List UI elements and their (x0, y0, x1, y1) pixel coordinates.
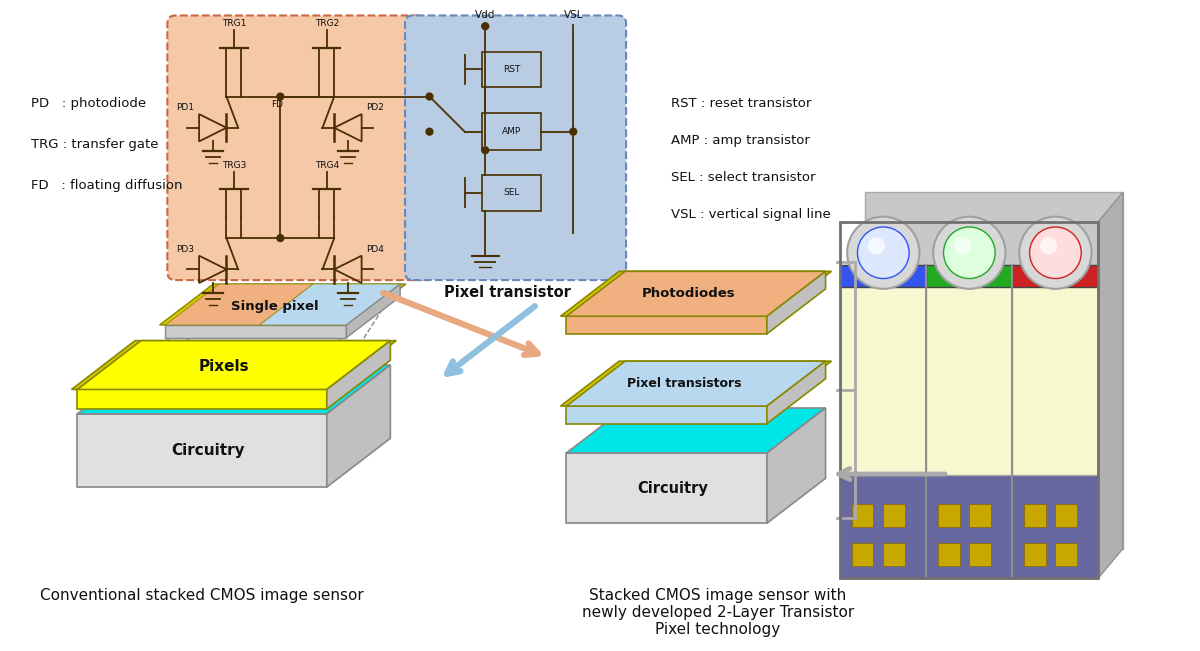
Polygon shape (77, 365, 390, 414)
Text: Circuitry: Circuitry (637, 480, 708, 495)
Bar (970, 543, 991, 566)
Text: PD4: PD4 (366, 245, 384, 254)
Bar (926, 266, 1013, 475)
Text: Circuitry: Circuitry (172, 443, 245, 458)
Bar (883, 543, 905, 566)
Polygon shape (767, 408, 826, 523)
Bar (482, 113, 541, 150)
Bar (926, 266, 1013, 287)
Polygon shape (566, 316, 767, 334)
Text: Pixels: Pixels (199, 359, 250, 374)
Bar (938, 504, 960, 527)
Polygon shape (560, 361, 832, 406)
Text: PD2: PD2 (366, 103, 384, 112)
Circle shape (277, 235, 283, 242)
Polygon shape (347, 284, 400, 338)
Bar (926, 475, 1013, 578)
Polygon shape (77, 340, 390, 389)
Bar (1024, 543, 1045, 566)
Polygon shape (166, 325, 347, 338)
Polygon shape (566, 453, 767, 523)
Polygon shape (77, 389, 326, 409)
Polygon shape (566, 408, 826, 453)
Circle shape (426, 93, 433, 100)
Bar (1013, 266, 1098, 475)
Bar (482, 174, 541, 211)
Bar (938, 543, 960, 566)
Polygon shape (767, 271, 826, 334)
Polygon shape (259, 284, 400, 325)
Polygon shape (160, 284, 406, 325)
Text: Pixel transistor: Pixel transistor (444, 285, 571, 300)
Circle shape (954, 237, 971, 255)
FancyBboxPatch shape (167, 16, 427, 280)
Text: SEL : select transistor: SEL : select transistor (671, 171, 816, 184)
Polygon shape (566, 406, 767, 424)
Circle shape (868, 237, 886, 255)
Polygon shape (865, 192, 1123, 549)
Text: FD: FD (271, 100, 283, 109)
Circle shape (482, 23, 488, 30)
Circle shape (482, 147, 488, 154)
Text: AMP: AMP (502, 127, 521, 136)
FancyBboxPatch shape (406, 16, 626, 280)
Polygon shape (767, 361, 826, 424)
Circle shape (426, 128, 433, 135)
Text: TRG4: TRG4 (314, 161, 338, 170)
Bar (852, 543, 874, 566)
Polygon shape (326, 365, 390, 487)
Text: PD   : photodiode: PD : photodiode (31, 96, 146, 109)
Text: TRG2: TRG2 (314, 19, 338, 28)
Text: RST : reset transistor: RST : reset transistor (671, 96, 811, 109)
Text: PD3: PD3 (176, 245, 194, 254)
Polygon shape (166, 284, 313, 325)
Polygon shape (1098, 192, 1123, 578)
Text: Vdd: Vdd (475, 10, 496, 20)
Text: Photodiode: Photodiode (245, 285, 340, 300)
Text: TRG3: TRG3 (222, 161, 246, 170)
Circle shape (1030, 227, 1081, 279)
Text: PD1: PD1 (176, 103, 194, 112)
Polygon shape (72, 340, 396, 389)
Circle shape (1019, 217, 1092, 289)
Text: AMP : amp transistor: AMP : amp transistor (671, 133, 810, 146)
Circle shape (847, 217, 919, 289)
Bar (1056, 543, 1076, 566)
Text: Single pixel: Single pixel (230, 300, 318, 313)
Bar (1013, 266, 1098, 287)
Polygon shape (566, 361, 826, 406)
Text: TRG : transfer gate: TRG : transfer gate (31, 137, 158, 150)
Text: RST: RST (503, 64, 521, 74)
Bar (482, 51, 541, 87)
Bar (852, 504, 874, 527)
Bar (1024, 504, 1045, 527)
Bar (840, 221, 1098, 578)
Circle shape (943, 227, 995, 279)
Circle shape (934, 217, 1006, 289)
Text: Stacked CMOS image sensor with
newly developed 2-Layer Transistor
Pixel technolo: Stacked CMOS image sensor with newly dev… (582, 588, 854, 637)
Bar (1056, 504, 1076, 527)
Polygon shape (566, 271, 826, 316)
Polygon shape (560, 271, 832, 316)
Text: SEL: SEL (504, 188, 520, 197)
Polygon shape (326, 340, 390, 409)
Circle shape (570, 128, 577, 135)
Bar (840, 266, 926, 475)
Text: FD   : floating diffusion: FD : floating diffusion (31, 178, 182, 191)
Bar (970, 504, 991, 527)
Text: Pixel transistors: Pixel transistors (628, 377, 742, 390)
Text: VSL : vertical signal line: VSL : vertical signal line (671, 208, 830, 221)
Text: TRG1: TRG1 (222, 19, 246, 28)
Bar (883, 504, 905, 527)
Bar (840, 266, 926, 287)
Bar (1013, 475, 1098, 578)
Text: VSL: VSL (564, 10, 583, 20)
Bar (840, 475, 926, 578)
Circle shape (277, 93, 283, 100)
Circle shape (1040, 237, 1057, 255)
Text: Conventional stacked CMOS image sensor: Conventional stacked CMOS image sensor (40, 588, 364, 603)
Polygon shape (77, 414, 326, 487)
Text: Photodiodes: Photodiodes (642, 287, 736, 300)
Circle shape (858, 227, 910, 279)
